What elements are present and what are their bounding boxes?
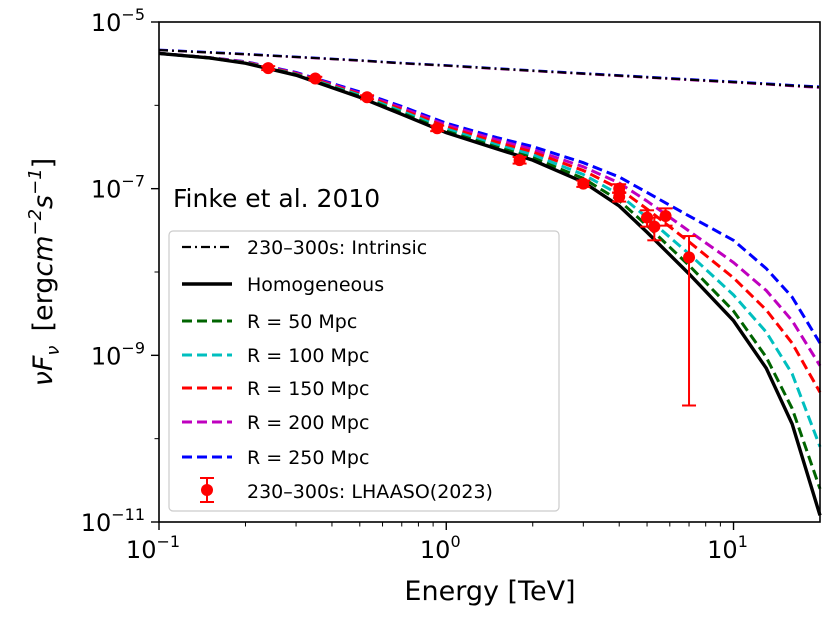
y-axis-label: νFν [ergcm−2s−1] <box>25 158 64 386</box>
data-point-0 <box>261 62 276 75</box>
data-marker <box>641 211 654 224</box>
data-marker <box>309 72 322 85</box>
y-label-sub: ν <box>43 346 64 356</box>
legend-box <box>168 230 560 512</box>
legend-label-r200: R = 200 Mpc <box>247 412 369 434</box>
x-tick-label-1: 100 <box>420 532 461 564</box>
y-label-exp2: −1 <box>25 168 46 195</box>
data-point-1 <box>308 72 323 85</box>
data-marker <box>577 177 590 190</box>
data-marker <box>648 220 661 233</box>
data-marker <box>683 251 696 264</box>
y-label-exp1: −2 <box>25 209 46 236</box>
data-marker <box>513 154 526 167</box>
data-marker <box>659 209 672 222</box>
data-point-8 <box>640 209 655 228</box>
data-point-9 <box>647 216 662 242</box>
data-marker <box>262 62 275 75</box>
data-point-10 <box>658 207 673 227</box>
legend: 230–300s: Intrinsic Homogeneous R = 50 M… <box>168 230 560 512</box>
y-label-unit-close: ] <box>28 158 59 169</box>
data-marker <box>613 190 626 203</box>
data-point-7 <box>612 190 627 203</box>
y-label-unit-open: [erg <box>28 277 59 332</box>
data-point-3 <box>430 122 445 135</box>
legend-label-r150: R = 150 Mpc <box>247 378 369 400</box>
y-tick-label-2: 10−7 <box>91 172 145 204</box>
y-tick-label-3: 10−5 <box>91 5 145 37</box>
legend-label-lhaaso: 230–300s: LHAASO(2023) <box>247 481 493 503</box>
data-marker <box>361 91 374 104</box>
data-point-2 <box>360 91 375 104</box>
data-point-4 <box>512 154 527 167</box>
lhaaso-points-layer <box>261 62 697 407</box>
y-label-cm: cm <box>28 235 59 276</box>
y-label-F: F <box>28 355 59 371</box>
x-axis-label: Energy [TeV] <box>404 576 575 607</box>
y-label-s: s <box>28 195 59 209</box>
legend-marker-lhaaso <box>200 477 214 503</box>
annotation-finke: Finke et al. 2010 <box>173 184 380 213</box>
y-tick-label-0: 10−11 <box>81 505 145 537</box>
legend-label-intrinsic: 230–300s: Intrinsic <box>247 237 427 259</box>
series-line-homogeneous <box>158 51 822 516</box>
legend-label-homogeneous: Homogeneous <box>247 274 384 296</box>
y-tick-label-1: 10−9 <box>91 338 145 370</box>
series-line-230-300s-intrinsic <box>158 49 821 89</box>
data-point-5 <box>576 177 591 190</box>
data-marker <box>431 122 444 135</box>
x-tick-label-0: 10−1 <box>126 532 180 564</box>
data-point-11 <box>682 235 697 407</box>
ticks-layer: 10−1 100 101 10−11 10−9 10−7 10−5 <box>81 5 748 564</box>
legend-label-r100: R = 100 Mpc <box>247 345 369 367</box>
x-tick-label-2: 101 <box>707 532 748 564</box>
y-label-nu: ν <box>28 371 59 386</box>
legend-label-r250: R = 250 Mpc <box>247 447 369 469</box>
curves-layer <box>158 48 822 516</box>
legend-label-r50: R = 50 Mpc <box>247 311 357 333</box>
